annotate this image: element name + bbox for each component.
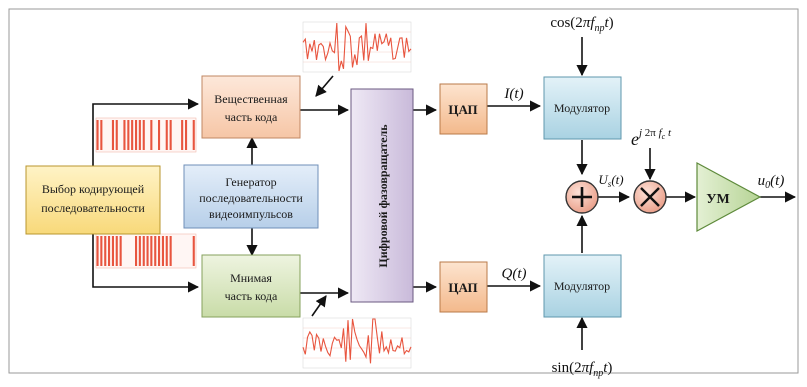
label-I: I(t)	[503, 86, 523, 102]
block-amp: УМ	[696, 161, 762, 233]
block-mod-top-label: Модулятор	[554, 101, 610, 115]
label-Us: Us(t)	[598, 172, 623, 189]
wire-select-imag	[92, 232, 200, 293]
block-amp-label: УМ	[706, 192, 730, 207]
block-select-line1: Выбор кодирующей	[42, 182, 145, 196]
wire-select-real	[92, 98, 200, 176]
arrow-sketch-bot	[311, 295, 327, 317]
pulse-train-bottom	[95, 233, 197, 269]
block-imag-line2: часть кода	[225, 289, 278, 303]
block-mod-bottom: Модулятор	[543, 254, 622, 318]
label-Q: Q(t)	[502, 266, 527, 282]
waveform-top	[302, 21, 412, 73]
block-gen-line2: последовательности	[199, 191, 303, 205]
block-select: Выбор кодирующей последовательности	[25, 165, 161, 235]
multiplier	[633, 180, 667, 214]
block-gen-line3: видеоимпульсов	[209, 207, 293, 221]
block-phase-label: Цифровой фазовращатель	[376, 124, 390, 268]
block-dac-bot-label: ЦАП	[448, 280, 477, 295]
plus-icon	[572, 187, 592, 207]
summer	[565, 180, 599, 214]
block-real: Вещественная часть кода	[201, 75, 301, 139]
block-dac-top-label: ЦАП	[448, 102, 477, 117]
block-dac-top: ЦАП	[439, 83, 488, 135]
block-real-line2: часть кода	[225, 110, 278, 124]
block-phase-shifter: Цифровой фазовращатель	[350, 88, 414, 303]
label-out: u0(t)	[758, 173, 785, 191]
arrow-sketch-top	[315, 75, 334, 97]
block-mod-top: Модулятор	[543, 76, 622, 140]
block-generator: Генератор последовательности видеоимпуль…	[183, 164, 319, 229]
wires	[92, 37, 797, 350]
block-imag: Мнимая часть кода	[201, 254, 301, 318]
block-gen-line1: Генератор	[225, 175, 276, 189]
block-real-line1: Вещественная	[214, 92, 288, 106]
block-mod-bot-label: Модулятор	[554, 279, 610, 293]
waveform-bottom	[302, 317, 412, 369]
pulse-train-top	[95, 117, 197, 153]
block-select-line2: последовательности	[41, 201, 145, 215]
times-icon	[640, 187, 660, 207]
block-imag-line1: Мнимая	[230, 271, 272, 285]
block-dac-bottom: ЦАП	[439, 261, 488, 313]
label-sin: sin(2πfпрt)	[552, 360, 613, 379]
